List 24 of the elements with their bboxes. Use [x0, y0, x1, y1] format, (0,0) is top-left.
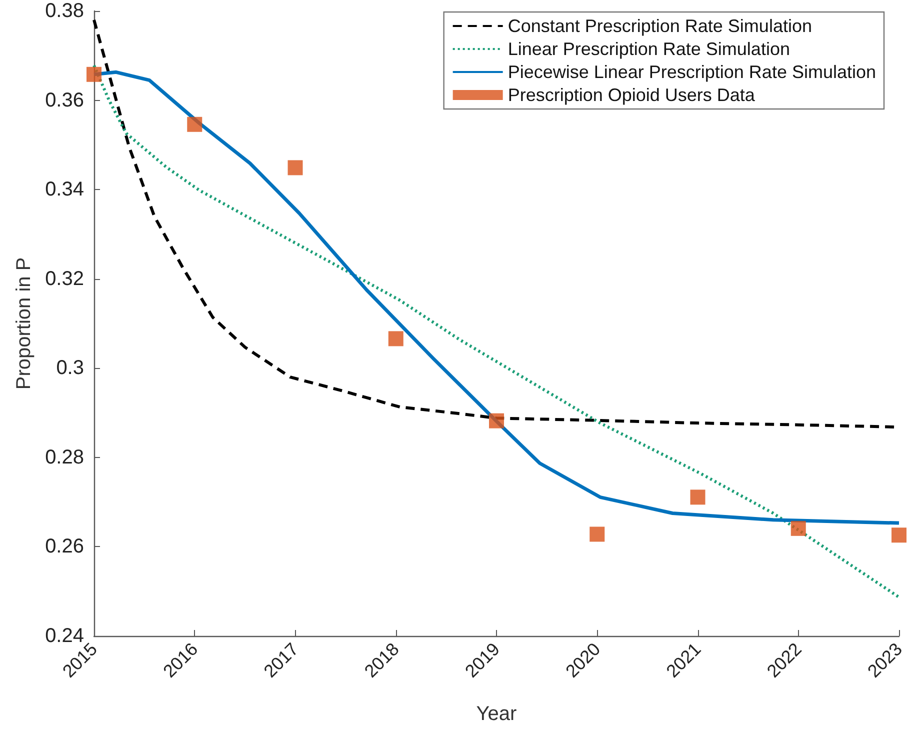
legend-label: Constant Prescription Rate Simulation	[508, 16, 812, 36]
y-tick-label: 0.36	[45, 89, 84, 112]
point	[590, 526, 605, 542]
point	[388, 331, 404, 346]
line-series	[92, 64, 900, 599]
y-tick-label: 0.38	[45, 0, 84, 22]
y-tick-label: 0.3	[56, 357, 84, 380]
point	[187, 116, 202, 132]
point	[489, 413, 504, 428]
y-tick-label: 0.34	[45, 178, 84, 201]
point	[690, 490, 706, 505]
legend-label: Linear Prescription Rate Simulation	[508, 39, 790, 59]
y-tick-label: 0.28	[45, 446, 84, 468]
y-axis-title: Proportion in P	[13, 257, 36, 390]
point	[892, 528, 906, 543]
y-tick-label: 0.26	[45, 536, 84, 558]
legend-label: Prescription Opioid Users Data	[508, 85, 756, 105]
y-tick-label: 0.32	[45, 268, 84, 290]
point	[790, 520, 806, 536]
point	[288, 160, 303, 176]
x-axis-title: Year	[476, 703, 518, 725]
point	[86, 66, 102, 82]
y-tick-label: 0.24	[45, 625, 84, 647]
legend-label: Piecewise Linear Prescription Rate Simulation	[508, 62, 876, 82]
